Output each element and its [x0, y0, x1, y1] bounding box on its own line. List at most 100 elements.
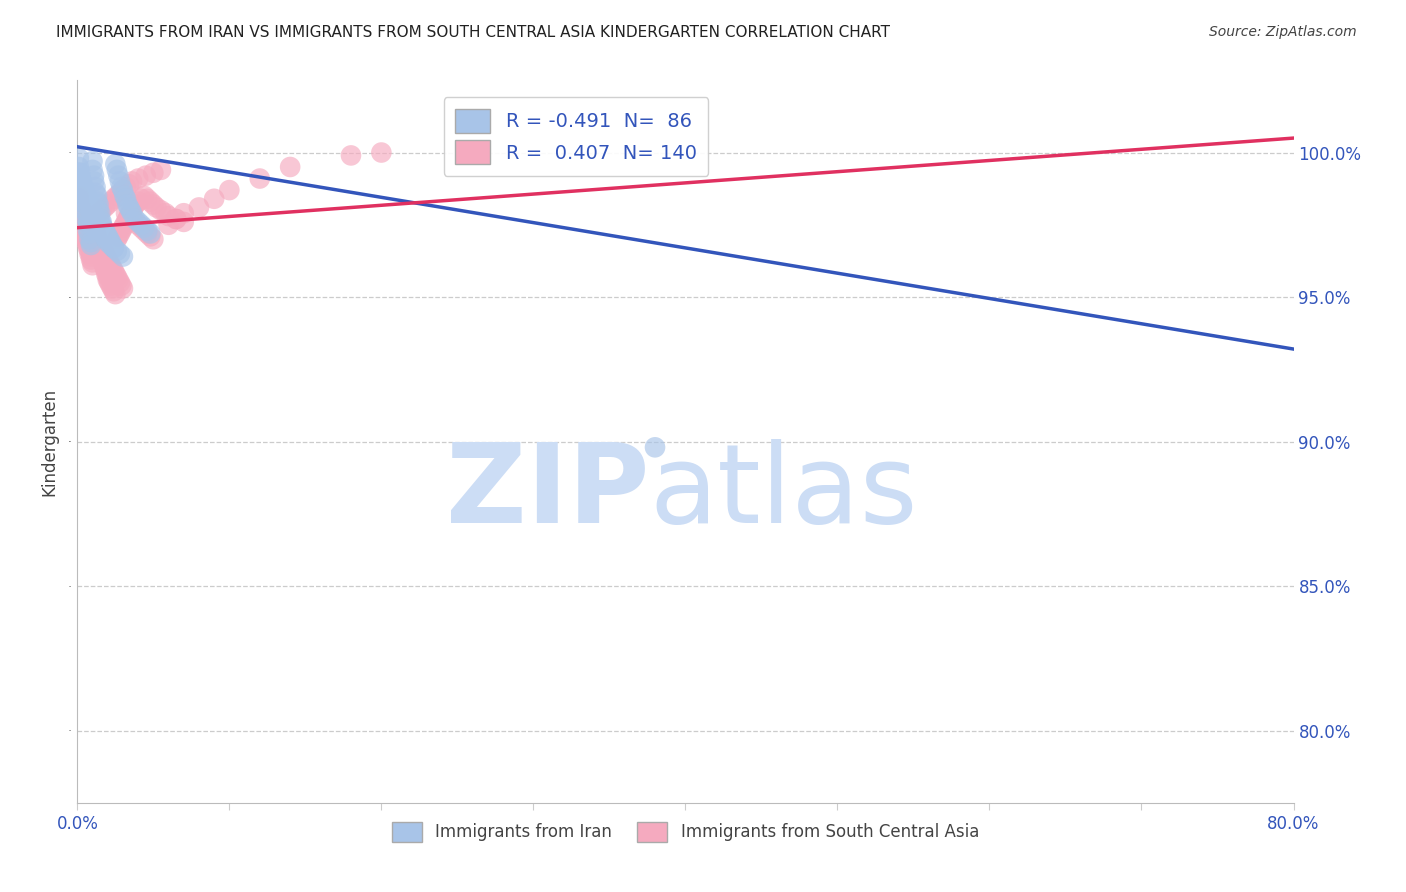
Point: [111, 281, 134, 295]
Point: [77, 215, 100, 229]
Point: [82, 162, 104, 177]
Point: [165, 212, 187, 227]
Point: [117, 197, 139, 211]
Point: [89, 212, 111, 227]
Point: [127, 194, 149, 209]
Point: [165, 212, 187, 227]
Point: [142, 197, 165, 211]
Point: [90, 218, 112, 232]
Point: [104, 267, 127, 281]
Point: [69, 171, 91, 186]
Point: [75, 232, 97, 246]
Point: [86, 232, 108, 246]
Point: [67, 160, 90, 174]
Point: [98, 255, 121, 269]
Point: [80, 250, 103, 264]
Point: [79, 215, 101, 229]
Point: [70, 180, 93, 194]
Point: [111, 220, 134, 235]
Point: [77, 241, 100, 255]
Point: [97, 252, 120, 267]
Point: [370, 145, 392, 160]
Point: [91, 244, 114, 258]
Point: [90, 246, 112, 260]
Point: [122, 201, 145, 215]
Point: [80, 252, 103, 267]
Point: [108, 227, 131, 241]
Point: [67, 189, 90, 203]
Point: [110, 223, 132, 237]
Point: [129, 220, 152, 235]
Point: [86, 232, 108, 246]
Point: [110, 278, 132, 293]
Point: [97, 197, 120, 211]
Point: [80, 203, 103, 218]
Point: [127, 171, 149, 186]
Point: [127, 215, 149, 229]
Point: [136, 192, 159, 206]
Point: [124, 197, 146, 211]
Point: [111, 183, 134, 197]
Point: [278, 160, 301, 174]
Point: [97, 269, 120, 284]
Point: [104, 287, 127, 301]
Point: [80, 238, 103, 252]
Point: [120, 206, 142, 220]
Point: [77, 223, 100, 237]
Point: [121, 203, 143, 218]
Point: [86, 194, 108, 209]
Point: [105, 232, 128, 246]
Point: [100, 194, 122, 209]
Text: Source: ZipAtlas.com: Source: ZipAtlas.com: [1209, 25, 1357, 39]
Point: [134, 220, 156, 235]
Point: [75, 189, 97, 203]
Point: [111, 183, 134, 197]
Point: [121, 206, 143, 220]
Point: [644, 440, 666, 454]
Point: [101, 261, 124, 276]
Point: [202, 192, 225, 206]
Point: [75, 218, 97, 232]
Point: [97, 273, 120, 287]
Point: [87, 203, 110, 218]
Point: [134, 189, 156, 203]
Point: [70, 174, 93, 188]
Point: [103, 264, 125, 278]
Point: [103, 241, 125, 255]
Point: [96, 267, 118, 281]
Point: [115, 215, 138, 229]
Point: [107, 169, 129, 183]
Point: [80, 220, 103, 235]
Point: [188, 201, 211, 215]
Point: [82, 223, 104, 237]
Point: [93, 246, 115, 260]
Point: [73, 186, 96, 200]
Point: [105, 269, 128, 284]
Point: [79, 227, 101, 241]
Point: [129, 218, 152, 232]
Point: [70, 203, 93, 218]
Point: [86, 215, 108, 229]
Point: [100, 235, 122, 249]
Point: [90, 215, 112, 229]
Point: [157, 218, 180, 232]
Point: [82, 258, 104, 272]
Point: [136, 227, 159, 241]
Point: [218, 183, 240, 197]
Point: [135, 169, 157, 183]
Point: [83, 174, 105, 188]
Point: [127, 218, 149, 232]
Point: [98, 232, 121, 246]
Point: [72, 180, 94, 194]
Point: [124, 212, 146, 227]
Point: [73, 203, 96, 218]
Point: [69, 203, 91, 218]
Point: [87, 197, 110, 211]
Point: [139, 194, 162, 209]
Point: [84, 186, 107, 200]
Point: [82, 212, 104, 227]
Point: [121, 174, 143, 188]
Point: [69, 171, 91, 186]
Point: [89, 241, 111, 255]
Point: [173, 206, 195, 220]
